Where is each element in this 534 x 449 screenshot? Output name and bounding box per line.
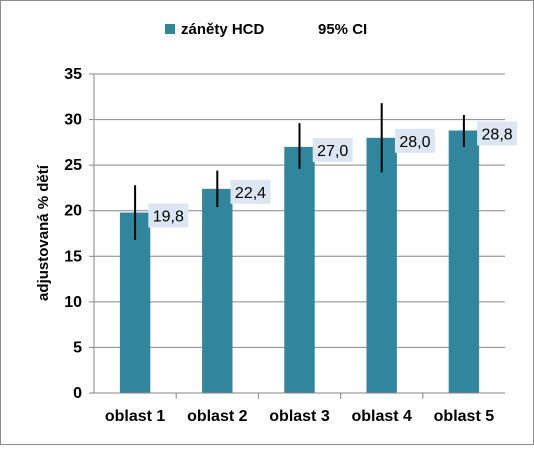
- bar: [448, 130, 480, 393]
- data-label-background: [230, 179, 271, 204]
- y-tick-label: 25: [64, 157, 82, 174]
- y-tick-label: 20: [64, 203, 82, 220]
- y-tick-label: 0: [73, 385, 82, 402]
- legend: záněty HCD 95% CI: [165, 21, 367, 38]
- x-tick-label: oblast 2: [187, 408, 248, 425]
- x-tick-label: oblast 3: [269, 408, 330, 425]
- data-label: 27,0: [317, 143, 348, 160]
- data-labels: 19,8 22,4 27,0 28,0 28,8: [148, 121, 518, 228]
- y-tick-label: 35: [64, 66, 82, 83]
- bar: [366, 137, 397, 393]
- data-label: 19,8: [153, 209, 184, 226]
- data-label-background: [394, 128, 435, 153]
- legend-swatch-zanety: [165, 24, 175, 34]
- data-label: 28,0: [399, 134, 430, 151]
- data-label: 28,8: [482, 127, 513, 144]
- data-label-background: [148, 203, 189, 228]
- x-tick-label: oblast 1: [105, 408, 166, 425]
- y-tick-label: 10: [64, 294, 82, 311]
- axes: [93, 74, 505, 394]
- x-axis-ticks: oblast 1 oblast 2 oblast 3 oblast 4 oblast 5: [105, 393, 494, 425]
- bar: [284, 146, 315, 393]
- y-tick-label: 5: [73, 339, 82, 356]
- error-bars: [134, 103, 465, 240]
- bar: [119, 212, 151, 393]
- legend-label-zanety: záněty HCD: [181, 21, 265, 38]
- y-axis-ticks: 0 5 10 15 20 25 30 35: [64, 66, 94, 402]
- bars: [119, 130, 480, 393]
- y-tick-label: 30: [64, 112, 82, 129]
- data-label-background: [312, 137, 353, 162]
- data-label-background: [477, 121, 518, 146]
- x-tick-label: oblast 5: [434, 408, 495, 425]
- x-tick-label: oblast 4: [351, 408, 412, 425]
- data-label: 22,4: [235, 185, 266, 202]
- y-axis-title: adjustovaná % dětí: [35, 164, 52, 301]
- bar: [202, 188, 233, 393]
- y-tick-label: 15: [64, 248, 82, 265]
- legend-label-ci: 95% CI: [318, 21, 367, 38]
